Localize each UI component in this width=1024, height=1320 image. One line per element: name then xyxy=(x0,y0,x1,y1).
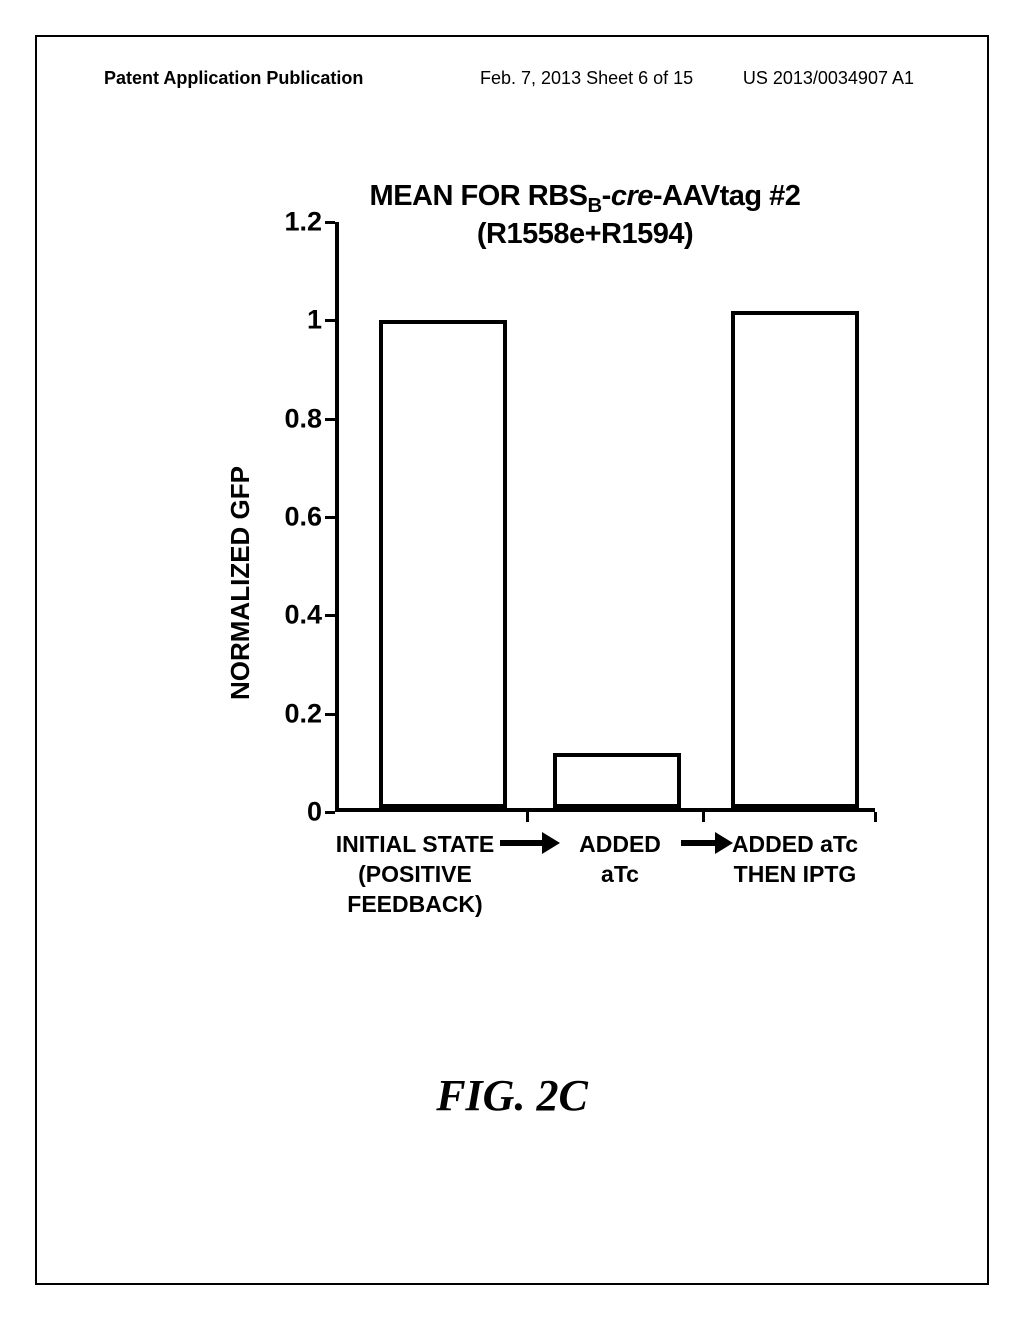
arrow-icon xyxy=(500,840,544,846)
y-tick xyxy=(325,614,335,617)
x-label-1: INITIAL STATE (POSITIVE FEEDBACK) xyxy=(310,830,520,920)
x-label-3-line1: ADDED aTc xyxy=(730,830,860,860)
x-label-1-line1: INITIAL STATE xyxy=(310,830,520,860)
y-axis-line xyxy=(335,222,339,812)
x-label-3-line2: THEN IPTG xyxy=(730,860,860,890)
y-tick-label: 1 xyxy=(280,305,322,336)
header-mid: Feb. 7, 2013 Sheet 6 of 15 xyxy=(480,68,693,89)
header-right: US 2013/0034907 A1 xyxy=(743,68,914,89)
y-tick xyxy=(325,713,335,716)
figure-caption: FIG. 2C xyxy=(0,1070,1024,1121)
x-label-2: ADDED aTc xyxy=(560,830,680,890)
y-axis-title: NORMALIZED GFP xyxy=(225,466,256,700)
x-tick xyxy=(874,812,877,822)
arrow-icon xyxy=(681,840,717,846)
y-tick-label: 0.4 xyxy=(280,600,322,631)
x-axis-line xyxy=(335,808,875,812)
x-tick xyxy=(526,812,529,822)
y-tick-label: 0.6 xyxy=(280,502,322,533)
x-label-2-line1: ADDED aTc xyxy=(560,830,680,890)
bar-chart: MEAN FOR RBSB-cre-AAVtag #2 (R1558e+R159… xyxy=(170,180,890,940)
page-header: Patent Application Publication Feb. 7, 2… xyxy=(0,68,1024,92)
x-label-3: ADDED aTc THEN IPTG xyxy=(730,830,860,890)
bar xyxy=(379,320,507,808)
x-axis-labels: INITIAL STATE (POSITIVE FEEDBACK) ADDED … xyxy=(335,828,895,928)
y-tick xyxy=(325,418,335,421)
y-tick xyxy=(325,319,335,322)
y-tick-label: 1.2 xyxy=(280,207,322,238)
x-tick xyxy=(702,812,705,822)
y-tick-label: 0 xyxy=(280,797,322,828)
y-tick xyxy=(325,516,335,519)
y-tick xyxy=(325,811,335,814)
plot-area: 00.20.40.60.811.2 xyxy=(335,222,875,812)
y-tick-label: 0.8 xyxy=(280,403,322,434)
y-tick xyxy=(325,221,335,224)
x-label-1-line2: (POSITIVE FEEDBACK) xyxy=(310,860,520,920)
bar xyxy=(553,753,681,808)
y-tick-label: 0.2 xyxy=(280,698,322,729)
header-left: Patent Application Publication xyxy=(104,68,363,89)
bar xyxy=(731,311,859,809)
